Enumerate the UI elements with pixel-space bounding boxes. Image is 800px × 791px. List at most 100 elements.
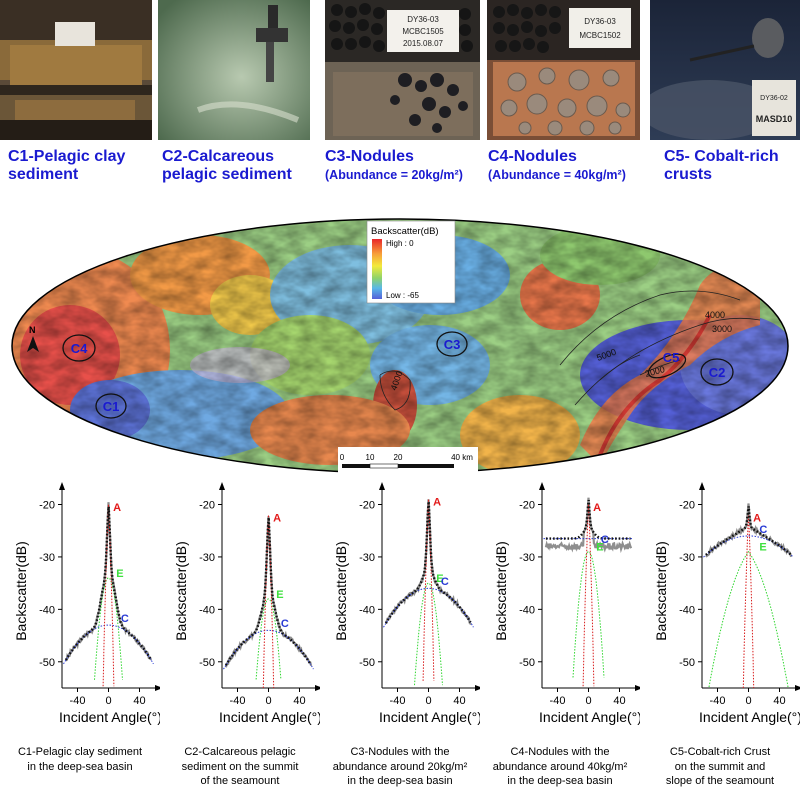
photo-title-c1: C1-Pelagic clay sediment bbox=[8, 148, 125, 184]
x-tick-label: 0 bbox=[745, 695, 751, 707]
caption-c3-line2: abundance around 20kg/m² bbox=[332, 760, 468, 773]
component-label-a: A bbox=[433, 497, 441, 509]
photo-title-c5-line1: C5- Cobalt-rich bbox=[664, 148, 779, 165]
legend-high: High : 0 bbox=[386, 239, 414, 248]
photo-title-c1-line2: sediment bbox=[8, 165, 79, 183]
backscatter-map: 4000 3000 5000 2000 4000 Backscatter(dB)… bbox=[11, 218, 789, 475]
photo-c4: DY36-03 MCBC1502 bbox=[487, 0, 640, 140]
y-axis-label: Backscatter(dB) bbox=[493, 541, 509, 641]
photo-title-c4: C4-Nodules (Abundance = 40kg/m²) bbox=[488, 148, 626, 182]
component-label-a: A bbox=[113, 502, 121, 514]
site-label-c1: C1 bbox=[103, 399, 120, 414]
x-axis-label: Incident Angle(°) bbox=[699, 709, 800, 725]
measured-curve bbox=[705, 503, 793, 558]
scale-tick-40: 40 km bbox=[451, 453, 473, 462]
y-tick-label: -40 bbox=[679, 604, 695, 616]
component-label-a: A bbox=[273, 512, 281, 524]
caption-c2-line1: C2-Calcareous pelagic bbox=[184, 746, 296, 758]
y-tick-label: -30 bbox=[519, 552, 535, 564]
chart-c1: -20 -30 -40 -50 -40 0 40 Backscatter(dB) Inciden… bbox=[13, 482, 160, 725]
x-tick-label: -40 bbox=[390, 695, 406, 707]
model-total-curve bbox=[545, 499, 631, 540]
measured-curve bbox=[385, 499, 472, 626]
x-axis-arrow-icon bbox=[795, 685, 800, 691]
component-label-c: C bbox=[601, 534, 609, 546]
photo-title-c5-line2: crusts bbox=[664, 165, 713, 183]
north-arrow-icon bbox=[27, 336, 39, 352]
photo-title-c3: C3-Nodules (Abundance = 20kg/m²) bbox=[325, 148, 463, 182]
caption-c2-line2: sediment on the summit bbox=[181, 760, 299, 773]
caption-c5-line2: on the summit and bbox=[674, 760, 766, 773]
site-marker-c4: C4 bbox=[62, 334, 96, 362]
y-tick-label: -50 bbox=[359, 657, 375, 669]
legend-low: Low : -65 bbox=[386, 291, 419, 300]
y-tick-label: -20 bbox=[519, 499, 535, 511]
photo-c4-image: DY36-03 MCBC1502 bbox=[487, 0, 640, 140]
component-label-a: A bbox=[593, 502, 601, 514]
model-total-curve bbox=[64, 506, 152, 661]
photo-title-c3-line1: C3-Nodules bbox=[325, 148, 414, 165]
component-label-e: E bbox=[596, 542, 603, 554]
photo-c3: DY36-03 MCBC1505 2015.08.07 bbox=[325, 0, 480, 140]
y-tick-label: -30 bbox=[199, 552, 215, 564]
map-contours bbox=[379, 290, 761, 411]
component-label-e: E bbox=[436, 573, 443, 585]
x-tick-label: -40 bbox=[710, 695, 726, 707]
y-tick-label: -40 bbox=[39, 604, 55, 616]
photo-c2 bbox=[158, 0, 310, 140]
component-a-curve bbox=[582, 504, 595, 687]
y-tick-label: -50 bbox=[519, 657, 535, 669]
caption-c5-line1: C5-Cobalt-rich Crust bbox=[669, 746, 771, 758]
caption-c5: C5-Cobalt-rich Crust on the summit and s… bbox=[640, 745, 800, 789]
caption-c2: C2-Calcareous pelagic sediment on the su… bbox=[160, 745, 320, 789]
photo-c5: DY36-02 MASD10 bbox=[650, 0, 800, 140]
component-label-e: E bbox=[759, 542, 766, 554]
x-tick-label: 0 bbox=[265, 695, 271, 707]
y-tick-label: -30 bbox=[359, 552, 375, 564]
y-axis-arrow-icon bbox=[59, 482, 65, 490]
caption-c1-line2: in the deep-sea basin bbox=[27, 760, 133, 773]
x-axis-label: Incident Angle(°) bbox=[379, 709, 480, 725]
caption-c2-line3: of the seamount bbox=[200, 775, 280, 788]
x-tick-label: 40 bbox=[613, 695, 625, 707]
x-axis-label: Incident Angle(°) bbox=[539, 709, 640, 725]
model-total-curve bbox=[705, 506, 792, 556]
x-axis-label: Incident Angle(°) bbox=[219, 709, 320, 725]
y-tick-label: -20 bbox=[199, 499, 215, 511]
site-marker-c3: C3 bbox=[436, 331, 468, 357]
photo-c3-label-3: 2015.08.07 bbox=[403, 39, 444, 48]
legend-title: Backscatter(dB) bbox=[371, 226, 439, 237]
photo-title-c2-line1: C2-Calcareous bbox=[162, 148, 275, 165]
x-axis-arrow-icon bbox=[475, 685, 480, 691]
component-e-curve bbox=[572, 551, 605, 678]
measured-curve bbox=[544, 497, 633, 554]
component-label-c: C bbox=[281, 618, 289, 630]
y-axis-label: Backscatter(dB) bbox=[653, 541, 669, 641]
measured-curve bbox=[224, 516, 313, 668]
y-tick-label: -20 bbox=[359, 499, 375, 511]
chart-c3: -20 -30 -40 -50 -40 0 40 Backscatter(dB) Inciden… bbox=[333, 482, 480, 725]
x-tick-label: 0 bbox=[425, 695, 431, 707]
component-a-curve bbox=[102, 504, 115, 687]
caption-c3-line3: in the deep-sea basin bbox=[347, 775, 453, 788]
photo-c3-label-1: DY36-03 bbox=[407, 15, 439, 24]
y-axis-label: Backscatter(dB) bbox=[333, 541, 349, 641]
component-label-e: E bbox=[276, 589, 283, 601]
north-label: N bbox=[29, 325, 36, 335]
caption-c1: C1-Pelagic clay sediment in the deep-sea… bbox=[0, 745, 160, 774]
caption-c3: C3-Nodules with the abundance around 20k… bbox=[320, 745, 480, 789]
y-tick-label: -30 bbox=[39, 552, 55, 564]
site-marker-c5: C5 bbox=[647, 350, 687, 379]
x-tick-label: 0 bbox=[585, 695, 591, 707]
y-tick-label: -50 bbox=[199, 657, 215, 669]
caption-c3-line1: C3-Nodules with the bbox=[350, 746, 450, 758]
contour-label-3000: 3000 bbox=[712, 324, 732, 334]
site-marker-c2: C2 bbox=[700, 358, 734, 386]
photo-c4-label-2: MCBC1502 bbox=[579, 31, 621, 40]
component-e-curve bbox=[708, 550, 789, 688]
map-scale-bar: 0 10 20 40 km bbox=[338, 447, 478, 475]
photo-title-c1-line1: C1-Pelagic clay bbox=[8, 148, 126, 165]
component-e-curve bbox=[94, 577, 123, 680]
y-tick-label: -20 bbox=[679, 499, 695, 511]
x-tick-label: 40 bbox=[453, 695, 465, 707]
